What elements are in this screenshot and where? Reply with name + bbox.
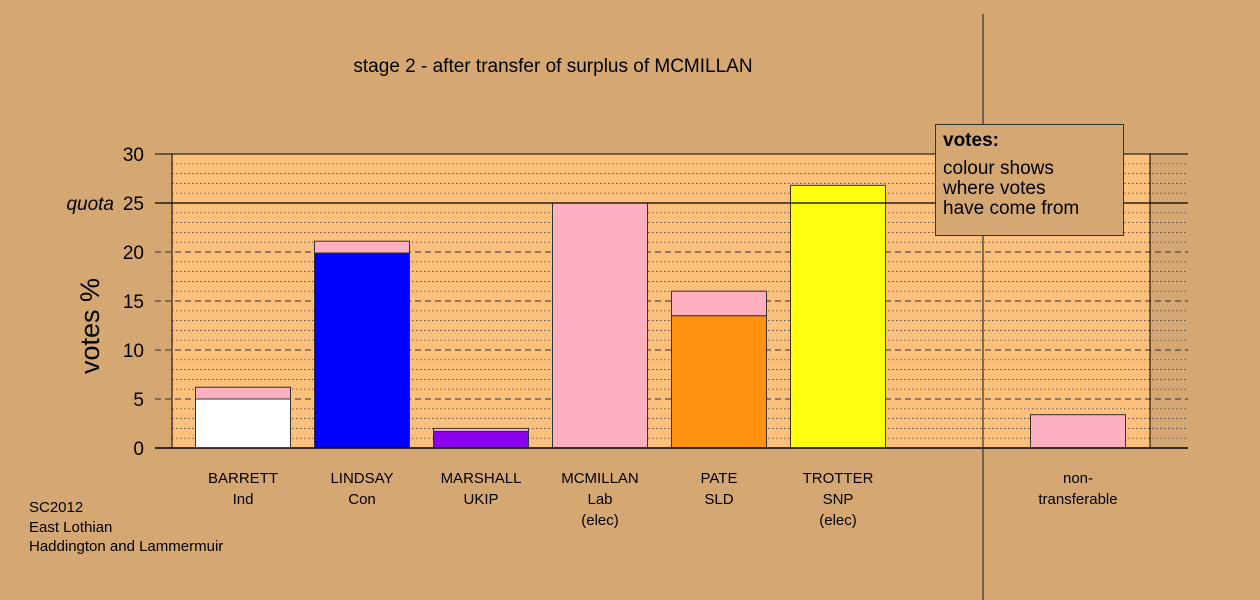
category-label: Ind	[233, 491, 254, 508]
legend-line: colour shows	[943, 158, 1054, 179]
y-tick-label: 20	[123, 243, 144, 264]
chart-title: stage 2 - after transfer of surplus of M…	[353, 56, 752, 77]
bar-transferred	[314, 240, 410, 254]
legend-title: votes:	[943, 130, 999, 151]
bar-base	[195, 398, 291, 449]
category-label: PATE	[701, 470, 738, 487]
category-label: non-	[1063, 470, 1093, 487]
category-label: MCMILLAN	[561, 470, 639, 487]
footer: SC2012 East Lothian Haddington and Lamme…	[29, 498, 223, 557]
footer-ward: Haddington and Lammermuir	[29, 538, 224, 555]
y-axis-label: votes %	[75, 278, 105, 374]
category-label: transferable	[1038, 491, 1117, 508]
y-tick-label: 15	[123, 292, 144, 313]
bar-non-transferable	[1030, 414, 1126, 449]
footer-election: SC2012	[29, 499, 84, 516]
quota-label: quota	[66, 194, 114, 215]
category-label: Con	[348, 491, 376, 508]
bar-transferred	[195, 386, 291, 400]
bar-base	[314, 252, 410, 449]
category-label: SNP	[823, 491, 854, 508]
category-label: MARSHALL	[441, 470, 522, 487]
category-label: LINDSAY	[330, 470, 393, 487]
y-tick-label: 5	[133, 390, 144, 411]
category-label: UKIP	[463, 491, 498, 508]
legend-line: have come from	[943, 198, 1080, 219]
category-label: BARRETT	[208, 470, 278, 487]
bar-transferred	[671, 290, 767, 317]
category-label: SLD	[704, 491, 733, 508]
bar-base	[790, 184, 886, 449]
category-label: (elec)	[581, 512, 619, 529]
y-tick-label: 0	[133, 439, 144, 460]
bar-base	[671, 315, 767, 449]
y-tick-label: 10	[123, 341, 144, 362]
category-label: Lab	[587, 491, 612, 508]
bar-transferred	[433, 427, 529, 432]
bar-base	[433, 430, 529, 449]
category-label: (elec)	[819, 512, 857, 529]
category-label: TROTTER	[803, 470, 874, 487]
footer-council: East Lothian	[29, 518, 113, 536]
plot-area	[155, 14, 1188, 600]
y-tick-label: 30	[123, 145, 144, 166]
bar-transferred	[552, 202, 648, 449]
y-tick-label: 25	[123, 194, 144, 215]
legend-line: where votes	[943, 178, 1046, 199]
legend: votes: colour shows where votes have com…	[935, 124, 1124, 236]
